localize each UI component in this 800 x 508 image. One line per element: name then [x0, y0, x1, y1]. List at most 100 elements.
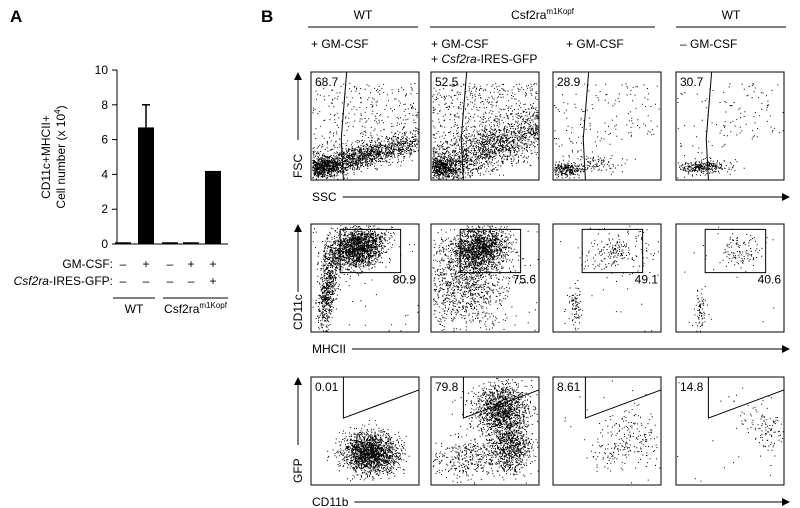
condition-italic: Csf2ra	[441, 52, 477, 66]
y-axis-label: CD11c	[291, 294, 305, 330]
event-dots	[312, 82, 419, 180]
gate-percentage: 68.7	[315, 75, 339, 89]
gate	[339, 228, 402, 274]
y-axis-label: CD11c+MHCII+	[39, 115, 53, 199]
condition-mark: –	[167, 257, 174, 271]
condition-line: – GM-CSF	[680, 37, 737, 51]
event-dots	[677, 382, 784, 482]
gate-percentage: 0.01	[315, 380, 339, 394]
group-label-text: Csf2ra	[164, 302, 200, 316]
header-sup: m1Kopf	[546, 7, 574, 16]
event-dots	[326, 420, 410, 482]
group-label-text: WT	[125, 302, 144, 316]
gate	[581, 228, 644, 274]
event-dots	[432, 378, 539, 485]
header-label: WT	[722, 8, 741, 22]
condition-label-text: GM-CSF:	[62, 257, 113, 271]
header-label: Csf2ram1Kopf	[511, 7, 575, 22]
condition-mark: +	[209, 257, 216, 271]
y-axis-label-line: CD11c+MHCII+	[39, 115, 53, 199]
y-axis-label: GFP	[291, 458, 305, 483]
gate	[584, 377, 662, 419]
gate-percentage: 52.5	[435, 75, 459, 89]
condition-rest: -IRES-GFP	[477, 52, 538, 66]
gate	[342, 377, 420, 419]
event-dots	[560, 225, 659, 332]
y-axis-label: FSC	[291, 154, 305, 178]
bar	[183, 242, 199, 244]
group-label: WT	[125, 302, 144, 316]
arrow-head	[294, 377, 302, 385]
bar	[115, 242, 131, 244]
gate-percentage: 80.9	[393, 272, 417, 286]
event-dots	[432, 82, 539, 180]
condition-line: + GM-CSF	[566, 37, 624, 51]
gate-percentage: 75.6	[513, 272, 537, 286]
condition-label: GM-CSF:	[62, 257, 113, 271]
condition-mark: –	[143, 274, 150, 288]
gate-percentage: 49.1	[635, 272, 659, 286]
condition-mark: +	[187, 257, 194, 271]
panel-label: A	[10, 7, 22, 26]
gate	[707, 377, 785, 419]
gate	[705, 71, 713, 181]
y-tick-label: 8	[101, 98, 108, 112]
gate	[459, 228, 522, 274]
bar	[205, 170, 221, 244]
y-tick-label: 10	[95, 63, 109, 77]
event-dots	[312, 225, 419, 332]
y-tick-label: 2	[101, 202, 108, 216]
gate	[582, 71, 590, 181]
x-axis-label: CD11b	[312, 495, 349, 508]
gate	[704, 228, 767, 274]
gate	[340, 71, 348, 181]
header-text: WT	[354, 8, 373, 22]
event-dots	[677, 83, 784, 179]
gate-percentage: 79.8	[435, 380, 459, 394]
condition-mark: –	[120, 274, 127, 288]
condition-mark: –	[188, 274, 195, 288]
plot-frame	[430, 223, 540, 333]
gate-percentage: 30.7	[680, 75, 704, 89]
plot-frame	[675, 376, 785, 486]
plot-frame	[430, 376, 540, 486]
gate-percentage: 40.6	[758, 272, 782, 286]
condition-mark: –	[167, 274, 174, 288]
gate	[462, 377, 540, 419]
group-label-sup: m1Kopf	[199, 301, 227, 310]
header-label: WT	[354, 8, 373, 22]
condition-mark: +	[209, 274, 216, 288]
condition-label: Csf2ra-IRES-GFP:	[14, 274, 113, 288]
bar	[162, 242, 178, 244]
condition-line: + Csf2ra-IRES-GFP	[431, 52, 537, 66]
condition-mark: +	[142, 257, 149, 271]
y-tick-label: 6	[101, 133, 108, 147]
plot-frame	[310, 223, 420, 333]
plot-frame	[430, 71, 540, 181]
header-text: WT	[722, 8, 741, 22]
x-axis-label: SSC	[312, 190, 337, 204]
plot-frame	[675, 223, 785, 333]
event-dots	[554, 83, 660, 179]
y-tick-label: 0	[101, 237, 108, 251]
condition-label-italic: Csf2ra	[14, 274, 50, 288]
condition-line: + GM-CSF	[431, 37, 489, 51]
y-axis-label-sup: 4	[53, 109, 62, 114]
plot-frame	[675, 71, 785, 181]
arrow-head	[294, 72, 302, 80]
header-text: Csf2ra	[511, 8, 547, 22]
arrow-head	[294, 224, 302, 232]
plot-frame	[552, 376, 662, 486]
gate-percentage: 8.61	[557, 380, 581, 394]
x-axis-label: MHCII	[312, 342, 346, 356]
condition-prefix: +	[431, 52, 441, 66]
condition-label-text: -IRES-GFP:	[49, 274, 113, 288]
y-axis-label-line: Cell number (x 10	[54, 114, 68, 209]
gate	[460, 71, 468, 181]
error-bar	[142, 104, 150, 128]
plot-frame	[310, 71, 420, 181]
event-dots	[684, 226, 777, 332]
plot-frame	[310, 376, 420, 486]
gate-percentage: 28.9	[557, 75, 581, 89]
